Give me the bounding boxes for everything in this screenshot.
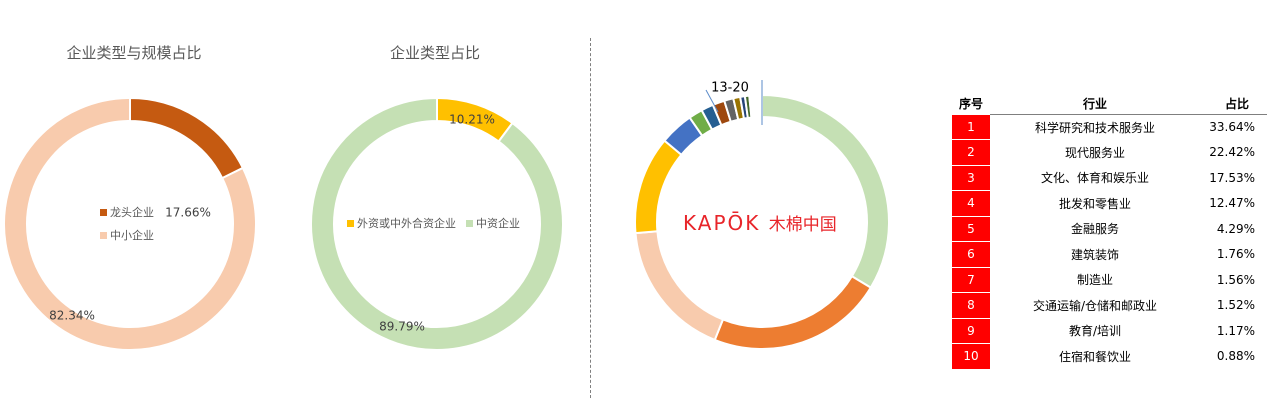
divider xyxy=(590,38,591,398)
table-row: 8 交通运输/仓储和邮政业 1.52% xyxy=(952,292,1267,319)
chart2-title: 企业类型占比 xyxy=(389,44,480,62)
data-label: 10.21% xyxy=(449,113,495,127)
row-industry: 文化、体育和娱乐业 xyxy=(1040,171,1149,186)
row-industry: 现代服务业 xyxy=(1064,145,1125,160)
row-percent: 0.88% xyxy=(1216,349,1255,364)
row-index: 6 xyxy=(952,241,990,268)
donut-slice-2 xyxy=(713,274,873,350)
group-label: 13-20 xyxy=(711,81,749,96)
row-index: 5 xyxy=(952,216,990,242)
row-index: 2 xyxy=(952,139,990,166)
row-industry: 交通运输/仓储和邮政业 xyxy=(1032,298,1158,313)
header-index: 序号 xyxy=(958,96,983,111)
table-row: 7 制造业 1.56% xyxy=(952,267,1267,293)
legend-label: 外资或中外合资企业 xyxy=(357,216,456,230)
table-row: 10 住宿和餐饮业 0.88% xyxy=(952,343,1267,370)
chart1-title: 企业类型与规模占比 xyxy=(66,44,202,62)
row-percent: 1.76% xyxy=(1216,247,1255,262)
leader-line xyxy=(705,89,719,113)
table-row: 5 金融服务 4.29% xyxy=(952,216,1267,242)
row-percent: 17.53% xyxy=(1209,170,1255,185)
legend-label: 龙头企业 xyxy=(110,205,154,219)
data-label: 82.34% xyxy=(49,309,95,323)
row-index: 9 xyxy=(952,318,990,344)
data-label: 17.66% xyxy=(165,206,211,220)
legend-swatch xyxy=(100,209,107,216)
row-percent: 33.64% xyxy=(1209,120,1255,135)
legend-swatch xyxy=(347,220,354,227)
table-row: 6 建筑装饰 1.76% xyxy=(952,241,1267,268)
row-index: 4 xyxy=(952,190,990,217)
legend-label: 中小企业 xyxy=(110,228,154,242)
row-industry: 批发和零售业 xyxy=(1058,196,1131,211)
row-industry: 金融服务 xyxy=(1070,222,1119,237)
legend-swatch xyxy=(100,232,107,239)
row-percent: 4.29% xyxy=(1216,221,1255,236)
table-row: 9 教育/培训 1.17% xyxy=(952,318,1267,344)
row-industry: 住宿和餐饮业 xyxy=(1058,349,1131,364)
table-row: 2 现代服务业 22.42% xyxy=(952,139,1267,166)
header-industry: 行业 xyxy=(990,92,1200,115)
row-percent: 22.42% xyxy=(1209,145,1255,160)
legend-swatch xyxy=(466,220,473,227)
row-index: 7 xyxy=(952,267,990,293)
row-industry: 制造业 xyxy=(1076,273,1113,288)
row-index: 10 xyxy=(952,343,990,370)
row-industry: 教育/培训 xyxy=(1068,324,1122,339)
row-industry: 科学研究和技术服务业 xyxy=(1034,120,1155,135)
row-percent: 12.47% xyxy=(1209,196,1255,211)
legend-label: 中资企业 xyxy=(476,216,520,230)
table-row: 3 文化、体育和娱乐业 17.53% xyxy=(952,165,1267,191)
row-percent: 1.52% xyxy=(1216,298,1255,313)
donut-slice-1 xyxy=(761,93,890,290)
header-percent: 占比 xyxy=(1200,92,1267,115)
table-row: 1 科学研究和技术服务业 33.64% xyxy=(952,114,1267,140)
row-percent: 1.17% xyxy=(1216,323,1255,338)
donut-slice-中资企业 xyxy=(310,96,564,351)
donut-slice-4 xyxy=(634,139,683,235)
donut-slice-3 xyxy=(634,230,725,342)
row-index: 3 xyxy=(952,165,990,191)
industry-table: 序号 行业 占比 1 科学研究和技术服务业 33.64% 2 现代服务业 22.42% 3 文… xyxy=(952,92,1267,370)
donut-slice-龙头企业 xyxy=(129,96,245,180)
row-index: 1 xyxy=(952,114,990,140)
donut-slice-中小企业 xyxy=(3,96,257,351)
kapok-logo: KAPŌK 木棉中国 xyxy=(683,211,837,235)
row-percent: 1.56% xyxy=(1216,272,1255,287)
data-label: 89.79% xyxy=(379,320,425,334)
table-row: 4 批发和零售业 12.47% xyxy=(952,190,1267,217)
row-index: 8 xyxy=(952,292,990,319)
row-industry: 建筑装饰 xyxy=(1070,247,1119,262)
